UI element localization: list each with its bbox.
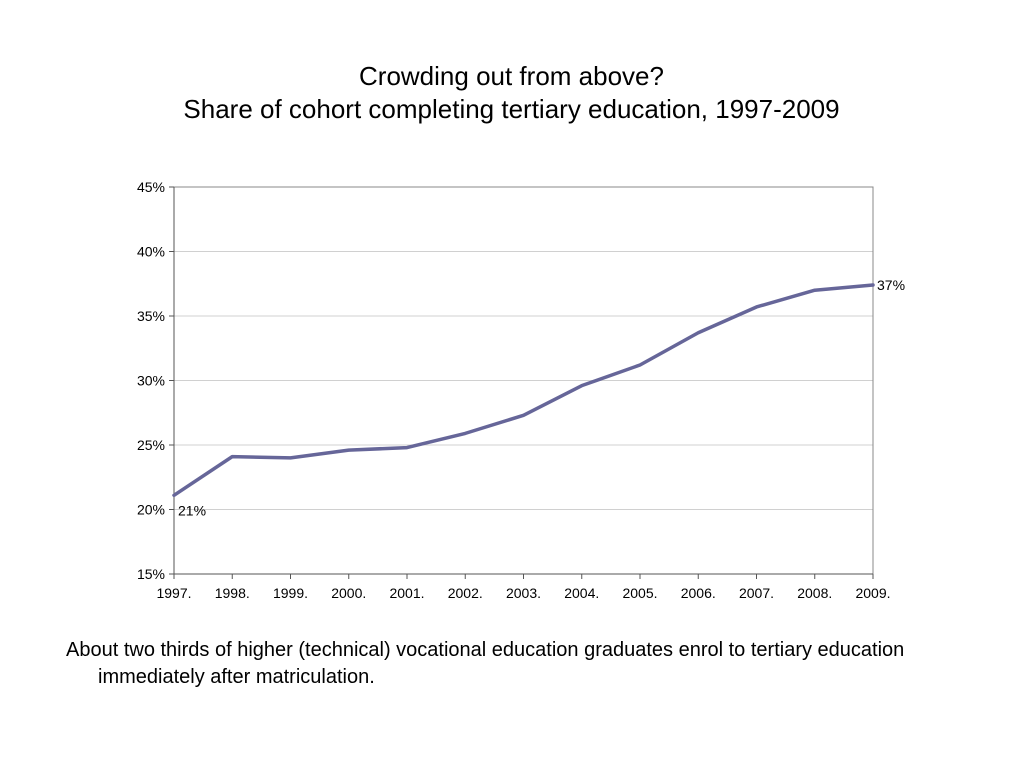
x-tick-label: 1999. (273, 585, 308, 601)
x-tick-label: 2003. (506, 585, 541, 601)
y-tick-label: 45% (137, 179, 165, 195)
x-tick-label: 2007. (739, 585, 774, 601)
x-tick-label: 2009. (855, 585, 890, 601)
x-tick-label: 2008. (797, 585, 832, 601)
y-tick-label: 25% (137, 437, 165, 453)
y-tick-label: 35% (137, 308, 165, 324)
data-label: 21% (178, 502, 206, 518)
x-tick-label: 2000. (331, 585, 366, 601)
x-tick-label: 2006. (681, 585, 716, 601)
x-tick-label: 2002. (448, 585, 483, 601)
line-chart: 15% 20% 25% 30% 35% 40% 45% 1997. 1998. 1999. 2000… (137, 179, 905, 601)
x-tick-label: 2005. (622, 585, 657, 601)
x-tick-label: 1998. (215, 585, 250, 601)
chart-title-line2: Share of cohort completing tertiary educ… (183, 94, 840, 124)
data-label: 37% (877, 277, 905, 293)
x-tick-label: 1997. (156, 585, 191, 601)
y-tick-label: 30% (137, 373, 165, 389)
x-tick-label: 2001. (389, 585, 424, 601)
caption-text: About two thirds of higher (technical) v… (66, 639, 905, 688)
series-line (172, 283, 875, 498)
y-tick-label: 40% (137, 244, 165, 260)
chart-title-line1: Crowding out from above? (359, 61, 664, 91)
x-tick-label: 2004. (564, 585, 599, 601)
y-tick-label: 20% (137, 502, 165, 518)
y-tick-label: 15% (137, 566, 165, 582)
chart-title: Crowding out from above? Share of cohort… (0, 60, 1023, 126)
